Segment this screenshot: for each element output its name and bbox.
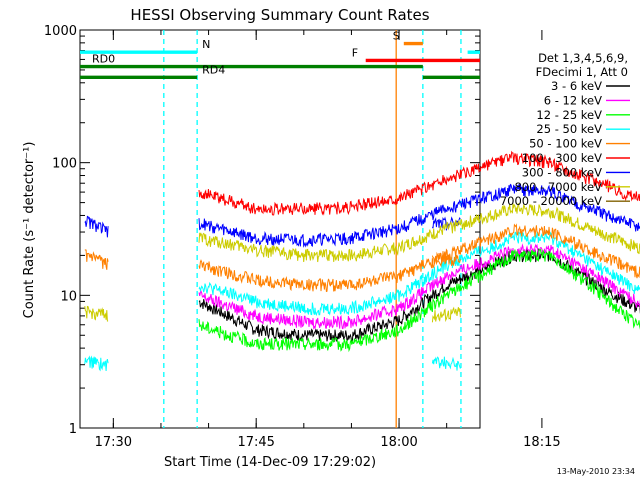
- flag-label-n: N: [202, 38, 210, 51]
- series-segment-25-50-kev: [431, 356, 461, 371]
- flag-label-s: S: [393, 30, 400, 43]
- chart-title: HESSI Observing Summary Count Rates: [130, 6, 429, 24]
- legend-entry-label: 300 - 800 keV: [522, 165, 602, 179]
- flag-label-rd4: RD4: [202, 63, 225, 76]
- y-axis-ticks: 1 10 100 1000: [44, 24, 480, 437]
- series-line-800-7000-kev: [198, 203, 640, 263]
- legend-entry-label: 12 - 25 keV: [536, 108, 602, 122]
- legend-header-line-2: FDecimi 1, Att 0: [536, 65, 628, 79]
- y-axis-label: Count Rate (s⁻¹ detector⁻¹): [22, 142, 37, 319]
- legend-entry-label: 3 - 6 keV: [551, 79, 602, 93]
- x-tick-label: 17:30: [95, 435, 132, 450]
- x-tick-label: 18:00: [380, 435, 417, 450]
- plot-frame: [79, 29, 481, 429]
- flag-label-rd0: RD0: [92, 53, 115, 66]
- legend-header-line-1: Det 1,3,4,5,6,9,: [538, 51, 628, 65]
- series-line-12-25-kev: [198, 248, 640, 353]
- series-line-6-12-kev: [198, 243, 640, 330]
- x-tick-label: 17:45: [237, 435, 274, 450]
- legend-entry-label: 7000 - 20000 keV: [500, 194, 602, 208]
- series-segment-25-50-kev: [84, 355, 109, 372]
- series-line-50-100-kev: [198, 223, 640, 293]
- legend: Det 1,3,4,5,6,9, FDecimi 1, Att 0 3 - 6 …: [500, 51, 630, 208]
- series-segment-50-100-kev: [431, 253, 461, 268]
- series-segment-300-800-kev: [84, 215, 109, 238]
- legend-entry-label: 25 - 50 keV: [536, 122, 602, 136]
- legend-entry-label: 100 - 300 keV: [522, 151, 602, 165]
- series-line-300-800-kev: [198, 183, 640, 248]
- x-tick-label: 18:15: [523, 435, 560, 450]
- series-segment-800-7000-kev: [84, 305, 109, 322]
- series-line-100-300-kev: [198, 150, 640, 216]
- y-tick-label: 100: [52, 157, 77, 172]
- footer-timestamp: 13-May-2010 23:34: [557, 467, 635, 476]
- flag-label-f: F: [352, 46, 358, 59]
- y-tick-label: 1: [69, 422, 77, 437]
- legend-entry-label: 50 - 100 keV: [529, 137, 602, 151]
- legend-entry-label: 6 - 12 keV: [544, 93, 602, 107]
- series-line-25-50-kev: [198, 231, 640, 316]
- x-axis-label: Start Time (14-Dec-09 17:29:02): [164, 455, 376, 470]
- series-segment-50-100-kev: [84, 249, 109, 270]
- plot-area: N RD0 RD4 F S: [79, 29, 640, 429]
- y-tick-label: 1000: [44, 24, 77, 39]
- legend-entry-label: 800 - 7000 keV: [514, 180, 602, 194]
- y-tick-label: 10: [60, 289, 77, 304]
- series-segment-800-7000-kev: [431, 306, 461, 323]
